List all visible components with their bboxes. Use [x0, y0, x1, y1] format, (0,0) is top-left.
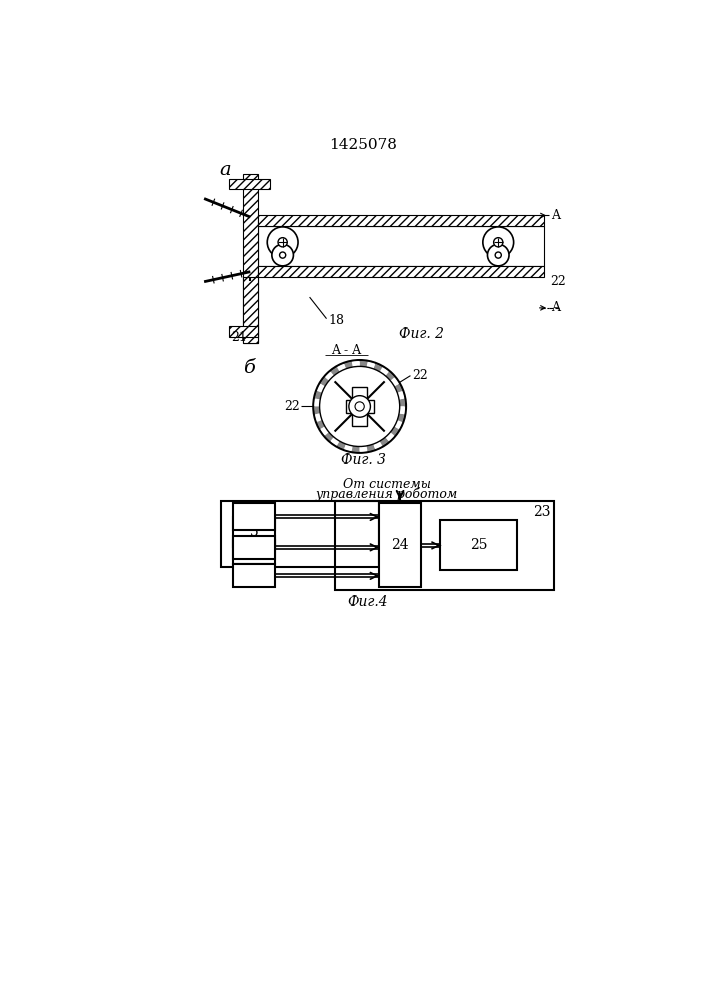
Bar: [346, 400, 373, 413]
Wedge shape: [397, 391, 404, 399]
Text: 18: 18: [329, 314, 345, 327]
Bar: [258, 266, 544, 277]
Circle shape: [313, 360, 406, 453]
Wedge shape: [395, 384, 402, 393]
Circle shape: [495, 252, 501, 258]
Wedge shape: [352, 361, 360, 367]
Wedge shape: [360, 446, 368, 452]
Text: 5: 5: [250, 525, 258, 539]
Text: A: A: [551, 209, 560, 222]
Circle shape: [278, 238, 287, 247]
Text: 1425078: 1425078: [329, 138, 397, 152]
Wedge shape: [352, 446, 360, 452]
Bar: [243, 277, 258, 343]
Wedge shape: [399, 399, 405, 406]
Wedge shape: [395, 420, 402, 429]
Wedge shape: [385, 372, 395, 381]
Text: б: б: [243, 359, 255, 377]
Wedge shape: [330, 367, 339, 376]
Wedge shape: [325, 372, 334, 381]
Wedge shape: [385, 432, 395, 441]
Wedge shape: [367, 444, 375, 451]
Bar: [440, 520, 518, 570]
Bar: [229, 179, 269, 189]
Text: 22: 22: [550, 275, 566, 288]
Bar: [352, 387, 368, 426]
Text: 22: 22: [412, 369, 428, 382]
Wedge shape: [317, 384, 325, 393]
Text: 23: 23: [533, 505, 551, 519]
Wedge shape: [330, 437, 339, 446]
Wedge shape: [337, 441, 346, 449]
Text: 12: 12: [245, 545, 262, 559]
Text: 13: 13: [245, 569, 262, 583]
Bar: [335, 501, 554, 590]
Wedge shape: [315, 391, 322, 399]
Wedge shape: [380, 437, 389, 446]
Bar: [233, 536, 275, 559]
Wedge shape: [344, 444, 353, 451]
Text: От системы: От системы: [343, 478, 431, 491]
Wedge shape: [399, 406, 405, 414]
Wedge shape: [344, 362, 353, 369]
Text: 22: 22: [284, 400, 300, 413]
Text: а: а: [219, 161, 231, 179]
Wedge shape: [325, 432, 334, 441]
Text: 5: 5: [250, 510, 258, 524]
Bar: [233, 540, 275, 564]
Wedge shape: [373, 364, 382, 372]
Bar: [233, 517, 275, 547]
Wedge shape: [320, 377, 329, 386]
Wedge shape: [373, 441, 382, 449]
Text: управления роботом: управления роботом: [315, 487, 457, 501]
Circle shape: [349, 396, 370, 417]
Circle shape: [267, 227, 298, 258]
Text: Фиг. 2: Фиг. 2: [399, 327, 444, 341]
Wedge shape: [390, 377, 399, 386]
Circle shape: [483, 227, 514, 258]
Wedge shape: [337, 364, 346, 372]
Text: 25: 25: [470, 538, 488, 552]
Circle shape: [320, 366, 399, 446]
Wedge shape: [360, 361, 368, 367]
Text: 21: 21: [231, 331, 247, 344]
Circle shape: [493, 238, 503, 247]
Bar: [258, 226, 544, 266]
Wedge shape: [367, 362, 375, 369]
Bar: [258, 215, 544, 226]
Circle shape: [355, 402, 364, 411]
Circle shape: [279, 252, 286, 258]
Text: 12: 12: [245, 540, 262, 554]
Bar: [233, 564, 275, 587]
Text: A - A: A - A: [332, 344, 361, 358]
Wedge shape: [317, 420, 325, 429]
Wedge shape: [320, 426, 329, 436]
Text: Фиг. 3: Фиг. 3: [341, 453, 386, 467]
Wedge shape: [397, 413, 404, 422]
Bar: [233, 503, 275, 530]
Text: Фиг.4: Фиг.4: [347, 595, 387, 609]
Text: A: A: [551, 301, 560, 314]
Bar: [243, 174, 258, 343]
Bar: [379, 503, 421, 587]
Bar: [229, 326, 258, 337]
Bar: [221, 501, 379, 567]
Wedge shape: [390, 426, 399, 436]
Circle shape: [272, 244, 293, 266]
Wedge shape: [380, 367, 389, 376]
Wedge shape: [314, 399, 320, 406]
Wedge shape: [315, 413, 322, 422]
Circle shape: [487, 244, 509, 266]
Text: 24: 24: [391, 538, 409, 552]
Wedge shape: [314, 406, 320, 414]
